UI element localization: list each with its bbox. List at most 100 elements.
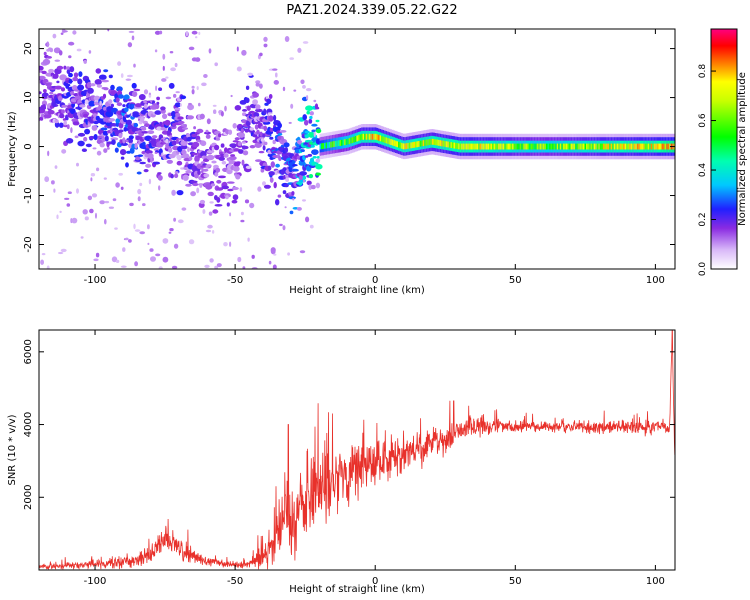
spectrogram-cell: [485, 143, 488, 150]
spectrogram-cell: [267, 165, 272, 171]
spectrogram-cell: [46, 265, 50, 269]
spectrogram-cell: [162, 113, 168, 120]
spectrogram-cell: [330, 141, 332, 148]
spectrogram-cell: [564, 143, 567, 150]
spectrogram-cell: [203, 173, 210, 178]
spectrogram-cell: [535, 143, 537, 150]
spectrogram-cell: [364, 133, 366, 140]
spectrogram-cell: [334, 140, 337, 147]
spectrogram-cell: [579, 143, 582, 150]
spectrogram-cell: [256, 129, 260, 135]
spectrogram-cell: [630, 143, 633, 150]
spectrogram-cell: [327, 142, 329, 149]
spectrogram-cell: [613, 143, 616, 150]
spectrogram-cell: [546, 143, 548, 150]
spectrogram-cell: [304, 119, 309, 126]
spectrogram-cell: [618, 143, 621, 150]
spectrogram-cell: [53, 188, 56, 193]
spectrogram-cell: [120, 186, 124, 190]
spectrogram-cell: [77, 78, 83, 85]
spectrogram-cell: [313, 131, 316, 138]
spectrogram-cell: [502, 143, 505, 150]
spectrogram-cell: [258, 150, 265, 154]
spectrogram-cell: [538, 143, 540, 150]
spectrogram-cell: [143, 89, 149, 95]
spectrogram-cell: [214, 265, 219, 269]
spectrogram-cell: [226, 202, 230, 207]
spectrogram-cell: [54, 119, 59, 124]
spectrogram-cell: [61, 109, 65, 114]
spectrogram-cell: [216, 179, 222, 184]
spectrogram-cell: [154, 30, 161, 35]
spectrogram-cell: [322, 143, 325, 149]
spectrogram-cell: [205, 229, 212, 233]
spectrogram-cell: [190, 191, 197, 197]
spectrogram-cell: [158, 185, 161, 191]
spectrogram-cell: [95, 68, 102, 74]
spectrogram-cell: [656, 143, 659, 150]
spectrogram-cell: [199, 183, 203, 188]
spectrogram-cell: [107, 125, 112, 129]
spectrogram-cell: [74, 135, 79, 139]
spectrogram-cell: [306, 95, 309, 100]
spectrogram-cell: [157, 175, 163, 181]
spectrogram-cell: [201, 82, 207, 87]
spectrogram-cell: [558, 143, 560, 150]
spectrogram-cell: [149, 248, 154, 252]
spectrogram-cell: [378, 134, 380, 141]
spectrogram-cell: [173, 217, 177, 222]
spectrogram-cell: [115, 97, 120, 103]
spectrogram-cell: [336, 140, 339, 147]
spectrogram-cell: [191, 85, 195, 89]
spectrogram-cell: [168, 82, 175, 89]
spectrogram-cell: [112, 198, 117, 202]
spectrogram-cell: [589, 143, 591, 150]
spectrogram-cell: [133, 63, 136, 68]
spectrogram-cell: [633, 143, 636, 150]
spectrogram-cell: [134, 229, 141, 232]
spectrogram-cell: [174, 107, 181, 111]
spectrogram-cell: [270, 161, 275, 168]
spectrogram-cell: [131, 82, 137, 89]
spectrogram-cell: [103, 148, 108, 154]
spectrogram-cell: [566, 143, 568, 150]
spectrogram-cell: [134, 142, 138, 149]
spectrogram-cell: [161, 152, 164, 157]
spectrogram-cell: [88, 100, 96, 107]
spectrogram-cell: [482, 143, 485, 150]
colorbar-tick-label: 0.8: [698, 64, 708, 79]
spectrogram-cell: [147, 224, 150, 230]
spectrogram-cell: [586, 143, 588, 150]
spectrogram-cell: [305, 88, 312, 92]
spectrogram-cell: [79, 104, 86, 108]
spectrogram-cell: [273, 181, 277, 189]
spectrogram-cell: [365, 133, 368, 140]
spectrogram-frame: [38, 28, 676, 270]
spectrogram-cell: [111, 256, 118, 263]
spectrogram-cell: [129, 202, 134, 207]
spectrogram-cell: [285, 177, 289, 182]
snr-series-line: [39, 330, 675, 570]
spectrogram-cell: [177, 219, 184, 224]
spectrogram-cell: [231, 145, 236, 149]
spectrogram-cell: [84, 216, 89, 221]
spectrogram-cell: [221, 185, 229, 190]
spectrogram-cell: [148, 178, 152, 185]
spectrogram-cell: [254, 104, 261, 110]
spectrogram-cell: [395, 140, 397, 147]
spectrogram-cell: [181, 149, 187, 155]
spectrogram-cell: [141, 127, 147, 131]
spectrogram-cell: [304, 155, 309, 158]
spectrogram-cell: [99, 100, 102, 106]
spectrogram-cell: [647, 143, 650, 150]
spectrogram-cell: [242, 145, 249, 150]
spectrogram-cell: [91, 193, 98, 198]
spectrogram-cell: [214, 204, 223, 207]
spectrogram-cell: [569, 143, 571, 150]
spectrogram-cell: [199, 113, 205, 120]
spectrogram-cell: [358, 134, 360, 141]
spectrogram-cell: [238, 149, 244, 154]
spectrogram-cell: [430, 138, 433, 145]
spectrogram-cell: [170, 67, 177, 72]
spectrogram-cell: [94, 79, 103, 85]
